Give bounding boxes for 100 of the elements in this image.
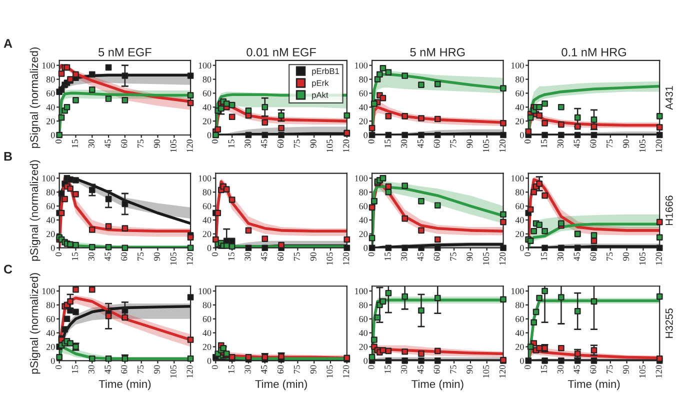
y-tick-label: 40 (202, 330, 212, 336)
y-tick-label: 0 (364, 244, 368, 252)
x-axis-title: Time (min) (412, 380, 464, 390)
x-tick-label: 15 (541, 365, 548, 374)
x-tick-label: 90 (310, 252, 316, 261)
y-tick-label: 20 (202, 118, 212, 124)
y-tick-label: 60 (46, 90, 55, 96)
y-tick-label: 80 (46, 189, 55, 196)
x-tick-label: 15 (384, 365, 391, 374)
y-tick-label: 100 (511, 288, 524, 294)
y-tick-label: 100 (355, 175, 368, 182)
x-axis-title: Time (min) (255, 380, 307, 390)
x-tick-label: 45 (417, 365, 424, 374)
x-tick-label: 30 (88, 140, 94, 148)
y-tick-label: 60 (359, 316, 368, 322)
y-tick-label: 80 (46, 76, 55, 82)
x-tick-label: 0 (212, 252, 218, 256)
y-tick-label: 0 (50, 244, 55, 252)
y-tick-label: 20 (516, 118, 524, 124)
x-tick-label: 75 (138, 365, 144, 374)
y-tick-label: 40 (46, 217, 55, 224)
text: C (4, 264, 12, 274)
text: B (4, 152, 12, 161)
y-tick-label: 60 (516, 203, 524, 210)
x-tick-label: 0 (524, 140, 531, 144)
y-tick-label: 40 (46, 330, 55, 336)
y-tick-label: 60 (202, 90, 212, 96)
y-tick-label: 0 (207, 132, 212, 138)
x-axis-title: Time (min) (568, 380, 620, 390)
y-tick-label: 20 (516, 344, 524, 350)
x-tick-label: 30 (244, 140, 251, 148)
y-tick-label: 20 (46, 231, 55, 238)
x-tick-label: 120 (343, 365, 350, 378)
x-tick-label: 0 (212, 140, 218, 144)
y-tick-label: 60 (516, 316, 524, 322)
x-tick-label: 90 (466, 365, 473, 374)
y-tick-label: 100 (355, 288, 368, 294)
x-tick-label: 105 (326, 365, 333, 378)
x-tick-label: 15 (541, 252, 548, 260)
x-tick-label: 90 (310, 140, 316, 148)
x-tick-label: 0 (368, 140, 374, 144)
y-tick-label: 80 (359, 302, 368, 308)
x-tick-label: 120 (186, 252, 193, 265)
y-tick-label: 0 (364, 358, 368, 364)
x-tick-label: 75 (606, 140, 613, 148)
x-tick-label: 0 (55, 365, 62, 370)
y-tick-label: 0 (207, 358, 212, 364)
x-tick-label: 75 (294, 140, 300, 148)
x-tick-label: 105 (483, 252, 490, 265)
x-tick-label: 90 (154, 365, 160, 374)
y-tick-label: 60 (46, 203, 55, 210)
x-tick-label: 60 (277, 252, 284, 261)
x-tick-label: 30 (401, 252, 408, 261)
y-tick-label: 80 (516, 76, 524, 82)
y-tick-label: 80 (202, 76, 212, 82)
x-tick-label: 90 (154, 252, 160, 261)
y-tick-label: 100 (198, 62, 212, 69)
x-tick-label: 0 (524, 365, 531, 370)
y-tick-label: 40 (359, 330, 368, 336)
x-tick-label: 45 (574, 252, 580, 261)
y-axis-title: pSignal (normalized) (30, 160, 40, 261)
y-tick-label: 80 (359, 189, 368, 196)
x-tick-label: 75 (606, 252, 613, 260)
x-tick-label: 105 (326, 252, 333, 265)
x-tick-label: 0 (368, 365, 374, 370)
x-tick-label: 120 (656, 252, 662, 265)
x-tick-label: 105 (639, 365, 646, 378)
x-tick-label: 0 (368, 252, 374, 256)
x-tick-label: 0 (212, 365, 218, 370)
x-tick-label: 105 (639, 140, 646, 152)
x-tick-label: 120 (499, 365, 506, 378)
x-tick-label: 45 (104, 365, 111, 374)
text: A (4, 39, 12, 48)
x-tick-label: 30 (88, 365, 94, 374)
y-tick-label: 40 (515, 330, 524, 336)
x-tick-label: 60 (121, 365, 128, 374)
x-tick-label: 105 (170, 140, 176, 152)
x-tick-label: 75 (138, 140, 144, 148)
chart-title: 0.01 nM EGF (246, 48, 316, 56)
y-tick-label: 0 (520, 132, 524, 138)
y-tick-label: 0 (50, 358, 55, 364)
x-tick-label: 0 (524, 252, 531, 256)
x-tick-label: 45 (574, 365, 580, 374)
y-tick-label: 60 (359, 203, 368, 210)
x-tick-label: 0 (55, 140, 62, 144)
x-tick-label: 105 (170, 365, 176, 378)
x-tick-label: 45 (104, 140, 111, 148)
x-tick-label: 30 (557, 365, 564, 374)
x-tick-label: 75 (294, 365, 300, 374)
y-tick-label: 80 (202, 189, 212, 196)
y-tick-label: 100 (355, 62, 368, 69)
x-tick-label: 60 (434, 252, 440, 261)
y-tick-label: 20 (359, 231, 368, 238)
x-tick-label: 60 (434, 140, 440, 148)
x-tick-label: 15 (228, 365, 234, 374)
text: H3255 (665, 308, 673, 338)
y-tick-label: 100 (42, 288, 55, 294)
x-tick-label: 90 (466, 140, 473, 148)
x-tick-label: 105 (639, 252, 646, 265)
y-tick-label: 60 (202, 203, 212, 210)
